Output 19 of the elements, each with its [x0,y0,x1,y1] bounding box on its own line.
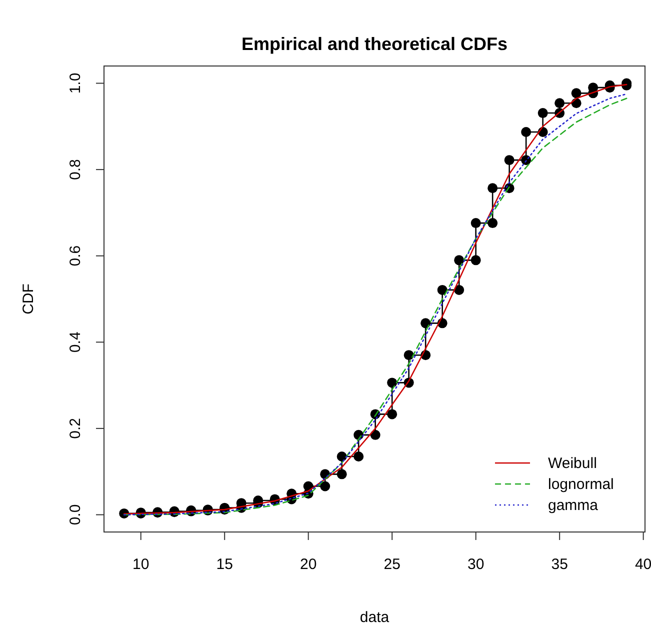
legend-label: gamma [548,497,599,514]
x-tick-label: 35 [551,556,568,573]
x-axis-title: data [360,609,390,626]
chart-title: Empirical and theoretical CDFs [241,34,508,54]
x-tick-label: 25 [384,556,400,573]
y-tick-label: 0.2 [67,418,84,439]
legend-label: Weibull [548,455,597,472]
x-tick-label: 10 [132,556,150,573]
y-tick-label: 0.6 [67,245,84,266]
y-tick-label: 1.0 [67,72,84,94]
y-axis-title: CDF [20,284,37,314]
y-tick-label: 0.4 [67,332,84,353]
x-tick-label: 15 [216,556,233,573]
x-tick-label: 30 [467,556,484,573]
x-tick-label: 20 [300,556,317,573]
y-tick-label: 0.0 [67,504,84,526]
legend-label: lognormal [548,476,614,493]
x-tick-label: 40 [634,556,651,573]
y-tick-label: 0.8 [67,159,84,180]
